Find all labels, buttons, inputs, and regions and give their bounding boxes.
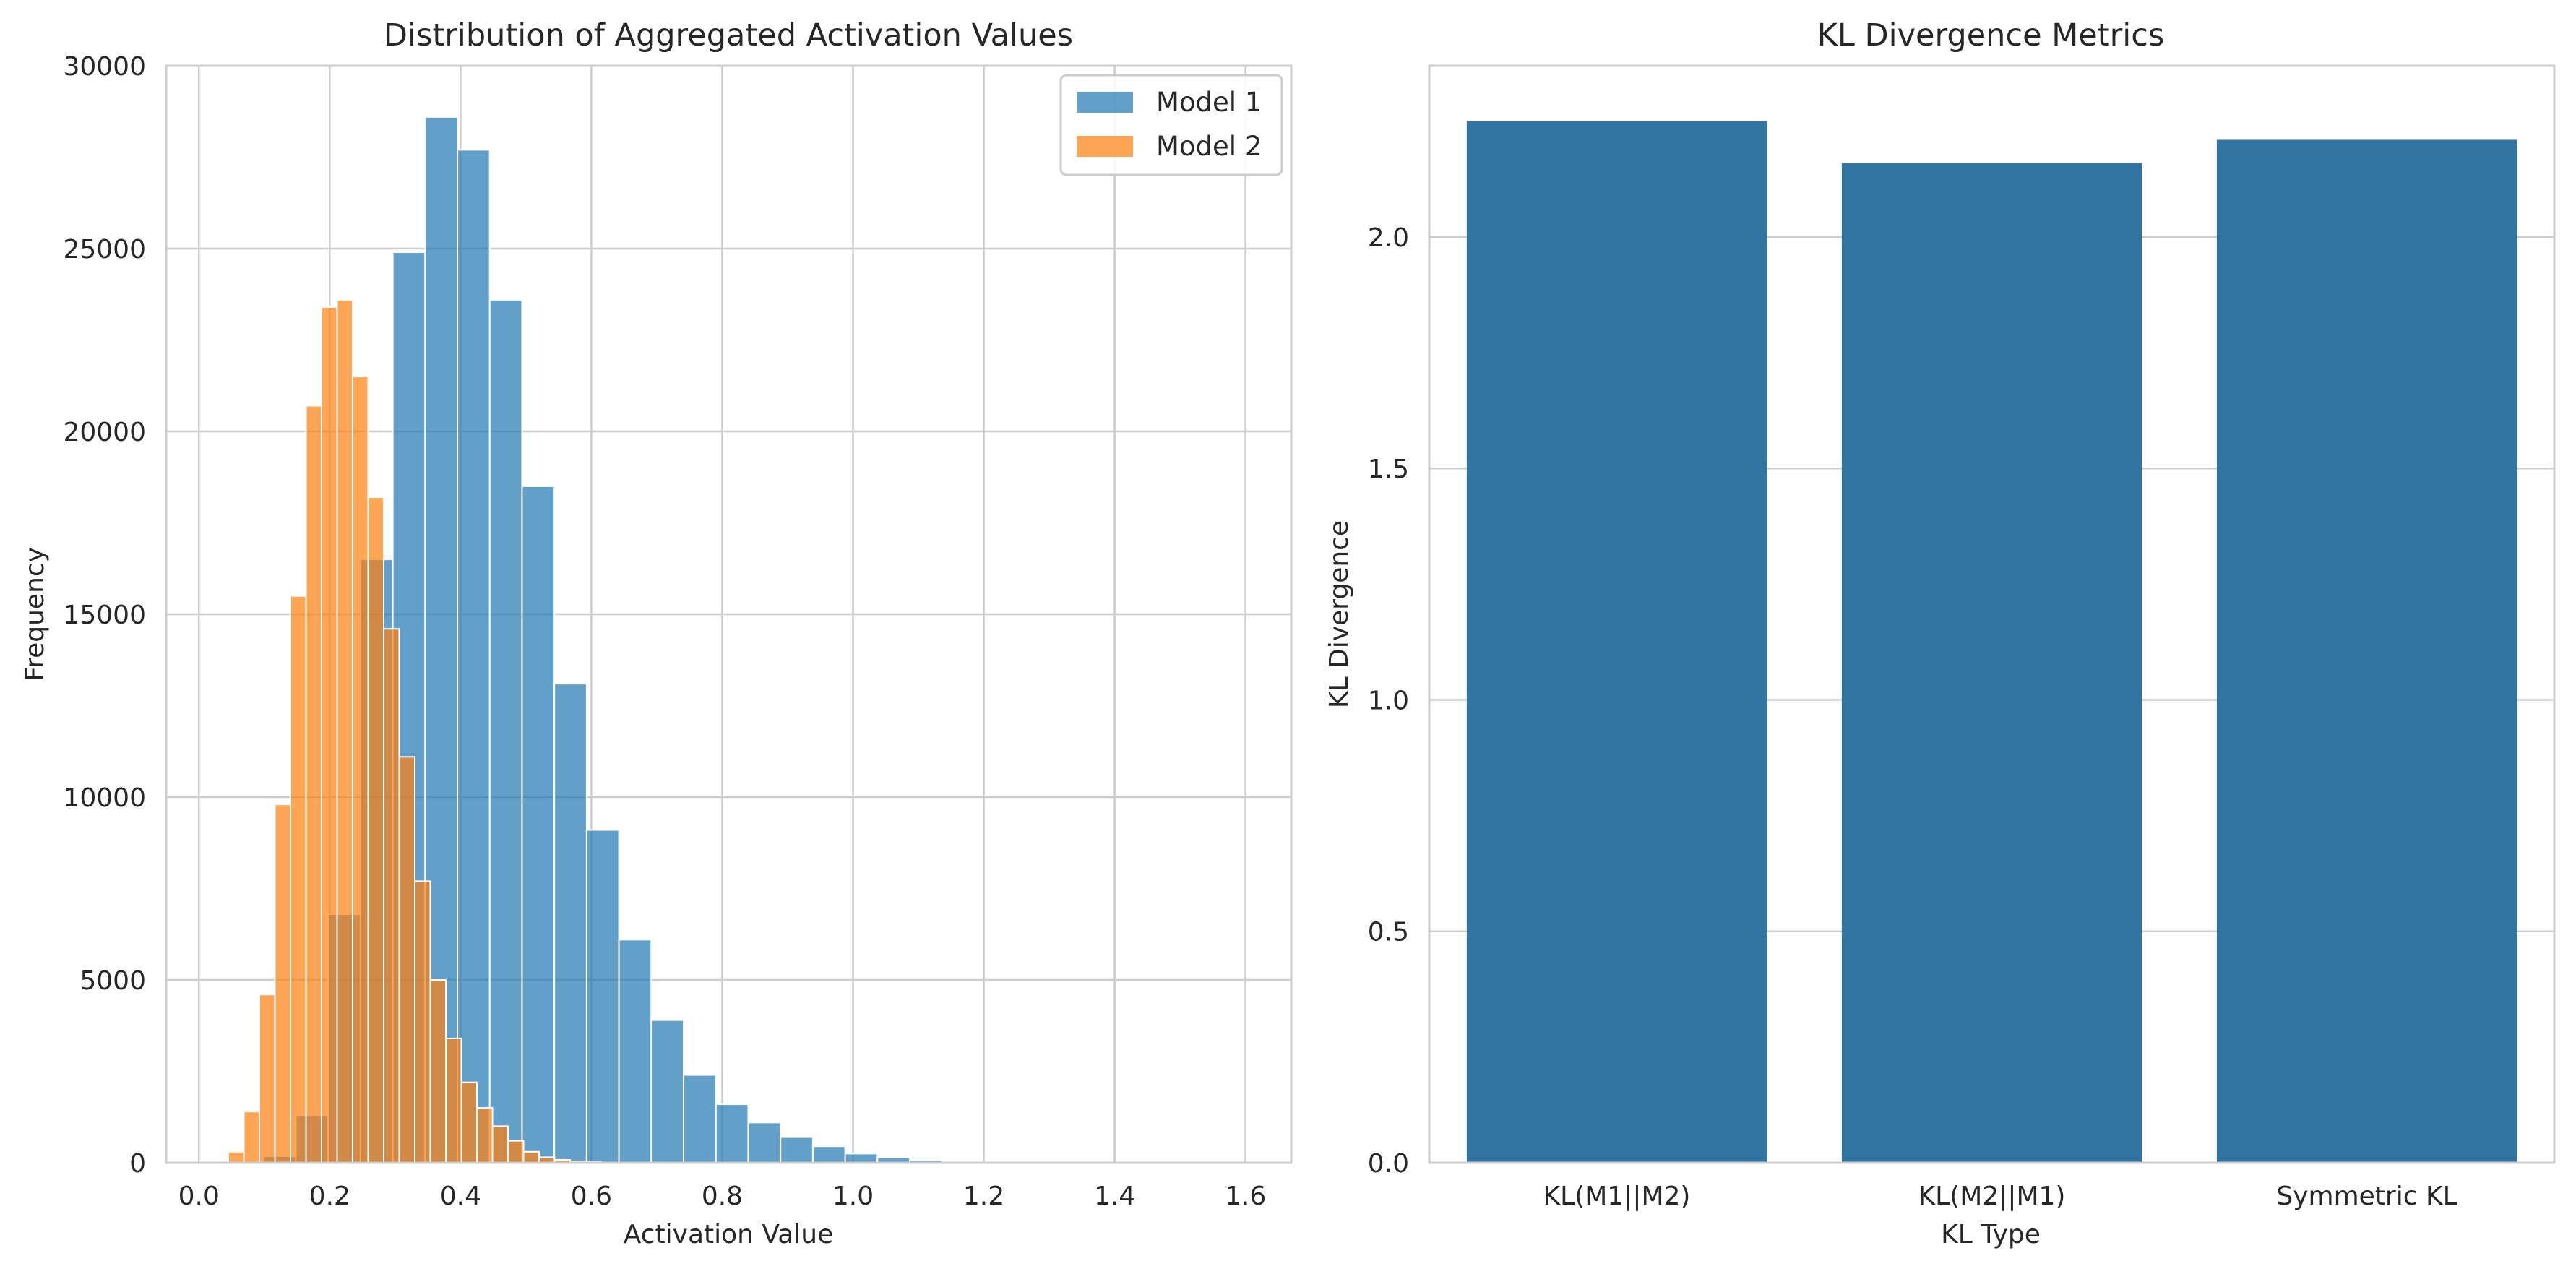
histogram-y-tick-label: 0 — [129, 1149, 146, 1179]
histogram-y-tick-label: 25000 — [63, 235, 146, 264]
histogram-bar-2 — [274, 804, 291, 1163]
histogram-bar-2 — [429, 979, 447, 1163]
histogram-bar-1 — [844, 1153, 879, 1163]
histogram-bar-2 — [522, 1150, 540, 1163]
histogram-y-tick-label: 15000 — [63, 601, 146, 630]
histogram-bar-2 — [398, 756, 415, 1163]
kl-bar-panel: KL Divergence Metrics KL(M1||M2) KL(M2||M… — [1324, 17, 2556, 1249]
kl-y-tick-label: 0.0 — [1368, 1149, 1409, 1179]
histogram-x-tick-label: 1.2 — [963, 1182, 1004, 1211]
histogram-bar-1 — [811, 1145, 846, 1163]
histogram-x-tick-label: 0.4 — [440, 1182, 481, 1211]
kl-bar-3 — [2216, 139, 2517, 1163]
histogram-bar-2 — [351, 376, 369, 1163]
histogram-bar-2 — [320, 306, 338, 1164]
legend-label-model-2: Model 2 — [1156, 131, 1262, 162]
histogram-panel: Distribution of Aggregated Activation Va… — [20, 17, 1293, 1249]
kl-y-axis-label: KL Divergence — [1324, 520, 1354, 708]
histogram-y-ticks: 0 5000 10000 15000 20000 25000 30000 — [63, 52, 146, 1179]
histogram-y-axis-label: Frequency — [20, 547, 50, 681]
histogram-bar-2 — [258, 994, 276, 1163]
histogram-legend[interactable]: Model 1 Model 2 — [1059, 74, 1283, 176]
histogram-bar-2 — [475, 1107, 494, 1163]
histogram-bar-2 — [460, 1081, 478, 1164]
histogram-bar-2 — [444, 1037, 462, 1163]
histogram-bar-1 — [488, 298, 523, 1164]
histogram-x-tick-label: 0.6 — [571, 1182, 612, 1211]
histogram-bar-2 — [305, 405, 322, 1164]
histogram-x-tick-label: 0.2 — [309, 1182, 350, 1211]
histogram-bar-2 — [367, 496, 384, 1163]
histogram-y-tick-label: 5000 — [79, 966, 146, 996]
histogram-bar-2 — [227, 1150, 245, 1163]
histogram-x-tick-label: 1.6 — [1225, 1182, 1266, 1211]
histogram-bar-1 — [457, 149, 491, 1163]
legend-swatch-model-1 — [1077, 92, 1133, 113]
histogram-y-tick-label: 20000 — [63, 418, 146, 447]
histogram-bar-2 — [507, 1140, 525, 1164]
histogram-bar-1 — [521, 485, 556, 1163]
legend-label-model-1: Model 1 — [1156, 87, 1262, 118]
kl-x-axis-label: KL Type — [1941, 1220, 2041, 1249]
histogram-bar-2 — [243, 1111, 260, 1164]
kl-bars — [1466, 121, 2517, 1163]
kl-title: KL Divergence Metrics — [1817, 17, 2165, 53]
histogram-bar-1 — [618, 939, 652, 1163]
kl-y-tick-label: 1.0 — [1368, 686, 1409, 715]
histogram-bar-2 — [336, 298, 353, 1164]
histogram-bar-1 — [585, 829, 620, 1164]
histogram-title: Distribution of Aggregated Activation Va… — [384, 17, 1073, 53]
histogram-bar-2 — [413, 880, 431, 1163]
kl-frame — [1428, 64, 2556, 1164]
kl-y-tick-label: 2.0 — [1368, 223, 1409, 253]
histogram-x-tick-label: 0.8 — [702, 1182, 743, 1211]
histogram-frame — [165, 64, 1293, 1164]
histogram-bar-1 — [650, 1019, 685, 1164]
histogram-x-axis-label: Activation Value — [624, 1220, 834, 1249]
histogram-x-tick-label: 0.0 — [178, 1182, 220, 1211]
histogram-y-tick-label: 30000 — [63, 52, 146, 82]
kl-bar-1 — [1466, 121, 1767, 1163]
histogram-bar-1 — [747, 1122, 782, 1163]
kl-x-tick-label: Symmetric KL — [2276, 1182, 2457, 1211]
histogram-bar-1 — [553, 683, 587, 1163]
kl-x-tick-label: KL(M2||M1) — [1918, 1182, 2066, 1211]
kl-y-tick-label: 0.5 — [1368, 918, 1409, 947]
kl-y-ticks: 0.0 0.5 1.0 1.5 2.0 — [1368, 223, 1409, 1179]
histogram-bar-2 — [289, 595, 307, 1163]
kl-y-tick-label: 1.5 — [1368, 455, 1409, 484]
histogram-bar-2 — [491, 1125, 509, 1164]
histogram-series-model-2 — [227, 298, 602, 1164]
histogram-bar-1 — [715, 1103, 749, 1164]
kl-bar-2 — [1841, 163, 2142, 1163]
histogram-bar-1 — [683, 1074, 717, 1164]
histogram-x-ticks: 0.0 0.2 0.4 0.6 0.8 1.0 1.2 1.4 1.6 — [178, 1182, 1267, 1211]
histogram-x-tick-label: 1.0 — [832, 1182, 874, 1211]
kl-x-tick-label: KL(M1||M2) — [1543, 1182, 1691, 1211]
histogram-bar-1 — [780, 1136, 814, 1163]
kl-x-ticks: KL(M1||M2) KL(M2||M1) Symmetric KL — [1543, 1182, 2457, 1211]
histogram-bar-2 — [382, 628, 400, 1163]
histogram-y-tick-label: 10000 — [63, 783, 146, 813]
histogram-x-tick-label: 1.4 — [1094, 1182, 1135, 1211]
legend-swatch-model-2 — [1077, 136, 1133, 157]
